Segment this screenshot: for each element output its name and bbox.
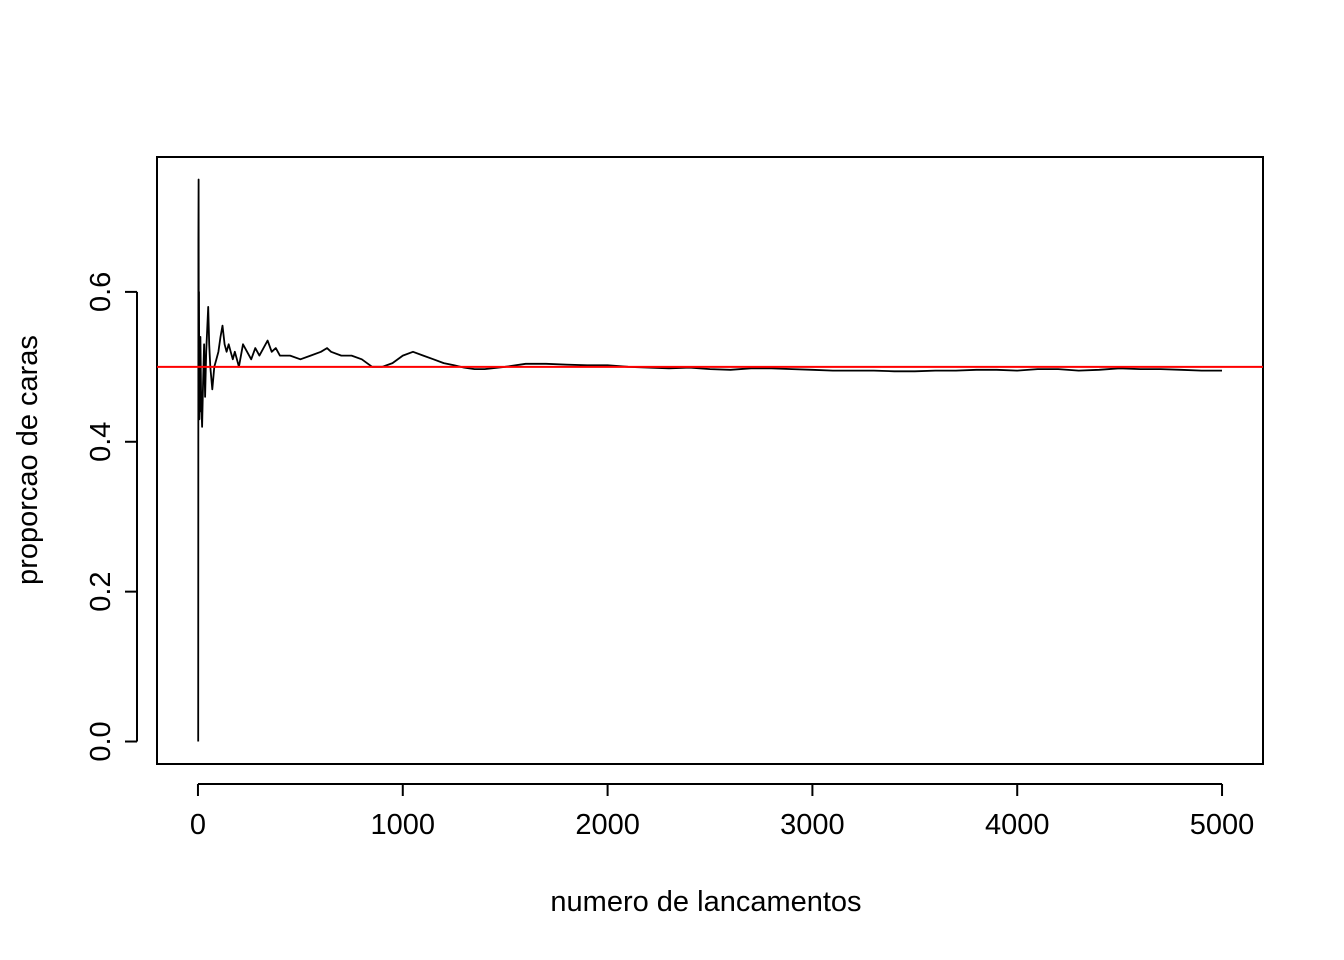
y-axis-label: proporcao de caras xyxy=(12,335,44,585)
y-tick-label: 0.6 xyxy=(85,272,117,312)
series-layer xyxy=(157,178,1263,742)
x-tick-label: 5000 xyxy=(1190,809,1255,841)
y-tick-label: 0.4 xyxy=(85,422,117,462)
x-axis-label: numero de lancamentos xyxy=(550,886,861,918)
y-tick-label: 0.0 xyxy=(85,721,117,761)
y-tick-label: 0.2 xyxy=(85,571,117,611)
x-tick-label: 2000 xyxy=(575,809,640,841)
series-line xyxy=(197,178,1222,742)
plot-box xyxy=(156,156,1264,765)
x-tick-label: 0 xyxy=(190,809,206,841)
x-tick-label: 3000 xyxy=(780,809,845,841)
x-tick-label: 1000 xyxy=(371,809,436,841)
x-tick-label: 4000 xyxy=(985,809,1050,841)
y-axis: 0.0 0.2 0.4 0.6 xyxy=(85,272,138,762)
x-axis: 0 1000 2000 3000 4000 5000 xyxy=(190,783,1255,841)
